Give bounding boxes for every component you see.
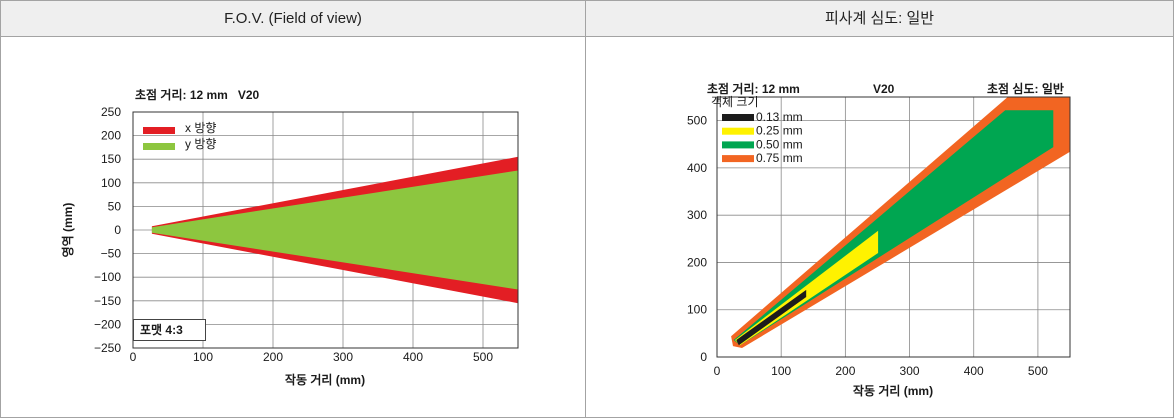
legend-swatch (722, 114, 754, 121)
x-tick-label: 500 (473, 350, 493, 364)
y-tick-label: 200 (101, 129, 121, 143)
chart-title: 초점 거리: 12 mm (707, 81, 800, 96)
legend-swatch (143, 127, 175, 134)
y-tick-label: −50 (101, 247, 122, 261)
legend-swatch (722, 127, 754, 135)
x-tick-label: 400 (403, 350, 423, 364)
x-tick-label: 300 (333, 350, 353, 364)
depth-of-field-header: 피사계 심도: 일반 (586, 1, 1173, 37)
y-tick-label: 150 (101, 152, 121, 166)
series-layer (731, 97, 1070, 348)
chart-title-right: 초점 심도: 일반 (987, 81, 1064, 96)
y-tick-label: 500 (687, 114, 707, 128)
legend-swatch (722, 155, 754, 163)
frame-layer (716, 96, 1071, 358)
format-annotation-label: 포맷 4:3 (140, 322, 183, 337)
y-tick-label: 100 (101, 176, 121, 190)
legend-label: x 방향 (185, 121, 216, 135)
legend-label: y 방향 (185, 137, 216, 151)
x-tick-label: 0 (714, 364, 721, 378)
format-annotation-box (133, 319, 206, 341)
chart-title: 초점 거리: 12 mm V20 (135, 87, 260, 102)
x-tick-label: 100 (771, 364, 791, 378)
frame-layer (132, 111, 519, 349)
y-tick-label: 300 (687, 208, 707, 222)
tick-label-layer: 0 100 200 300 400 500250200150100500−50−100−1… (94, 105, 493, 364)
depth-of-field-chart: 0 100 200 300 400 500 0 100 200 300 400 500 객체 크기 0… (687, 81, 1071, 398)
x-tick-label: 0 (130, 350, 137, 364)
format-annotation: 포맷 4:3 (133, 319, 206, 341)
x-axis-label: 작동 거리 (mm) (853, 383, 933, 398)
x-tick-label: 300 (900, 364, 920, 378)
column-divider (585, 1, 586, 417)
legend-swatch (722, 141, 754, 149)
x-axis-label: 작동 거리 (mm) (285, 372, 365, 387)
chart-title-center: V20 (873, 82, 895, 96)
y-tick-label: 50 (108, 199, 122, 213)
x-tick-label: 400 (964, 364, 984, 378)
y-tick-label: −150 (94, 294, 121, 308)
legend-title: 객체 크기 (711, 95, 759, 109)
y-tick-label: 100 (687, 303, 707, 317)
series-area (151, 170, 518, 290)
series-layer (151, 156, 518, 304)
x-tick-label: 100 (193, 350, 213, 364)
y-tick-label: −200 (94, 317, 121, 331)
tick-label-layer: 0 100 200 300 400 500 0 100 200 300 400 500 (687, 114, 1048, 378)
y-tick-label: 400 (687, 161, 707, 175)
y-tick-label: −250 (94, 341, 121, 355)
y-tick-label: 200 (687, 255, 707, 269)
y-axis-label: 영역 (mm) (60, 203, 75, 258)
fov-chart: 0 100 200 300 400 500250200150100500−50−100−1… (60, 87, 519, 387)
y-tick-label: 0 (114, 223, 121, 237)
fov-header: F.O.V. (Field of view) (1, 1, 585, 37)
legend-swatch (143, 143, 175, 150)
y-tick-label: 250 (101, 105, 121, 119)
legend-label: 0.25 mm (756, 124, 803, 138)
y-tick-label: −100 (94, 270, 121, 284)
legend-label: 0.50 mm (756, 137, 803, 151)
x-tick-label: 200 (263, 350, 283, 364)
legend: x 방향 y 방향 (143, 121, 216, 151)
plot-frame (716, 96, 1071, 358)
plot-frame (132, 111, 519, 349)
legend-label: 0.75 mm (756, 151, 803, 165)
x-tick-label: 500 (1028, 364, 1048, 378)
legend-label: 0.13 mm (756, 110, 803, 124)
legend: 객체 크기 0.13 mm0.25 mm0.50 mm0.75 mm (711, 95, 803, 165)
series-area (736, 289, 807, 346)
x-tick-label: 200 (835, 364, 855, 378)
y-tick-label: 0 (700, 350, 707, 364)
